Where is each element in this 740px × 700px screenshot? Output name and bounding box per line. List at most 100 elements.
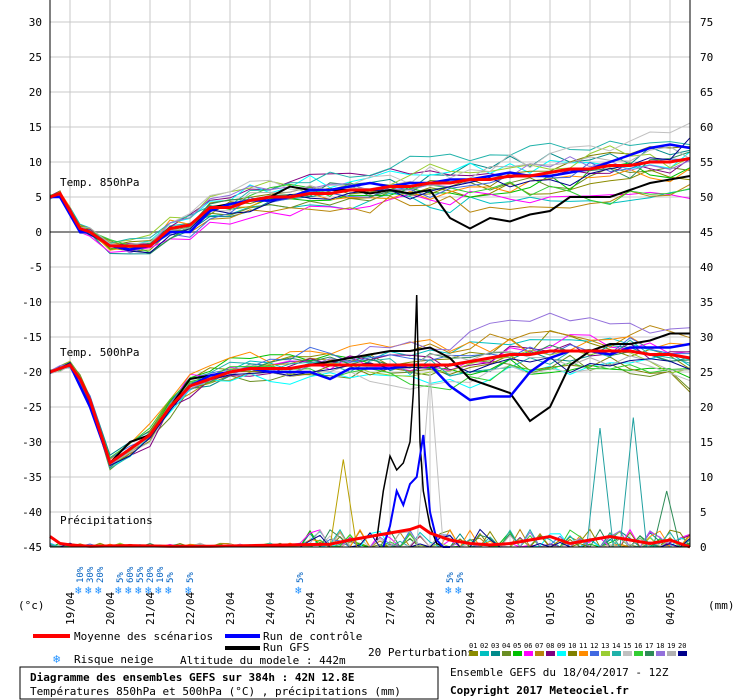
x-date-tick-label: 24/04 <box>264 592 277 625</box>
x-date-tick-label: 01/05 <box>544 592 557 625</box>
y-left-tick-label: -40 <box>22 506 42 519</box>
copyright-label: Copyright 2017 Meteociel.fr <box>450 684 629 697</box>
t500-label: Temp. 500hPa <box>60 346 139 359</box>
t850-mean-line <box>49 157 691 248</box>
x-date-tick-label: 26/04 <box>344 592 357 625</box>
perturbation-number: 16 <box>634 642 642 650</box>
snow-risk-pct: 5% <box>456 572 466 583</box>
y-left-tick-label: -20 <box>22 366 42 379</box>
ensemble-run-label: Ensemble GEFS du 18/04/2017 - 12Z <box>450 666 669 679</box>
y-right-tick-label: 35 <box>700 296 713 309</box>
perturbation-number: 08 <box>546 642 554 650</box>
snowflake-icon: ❄ <box>145 584 152 597</box>
snow-risk-pct: 5% <box>186 572 196 583</box>
snowflake-icon: ❄ <box>115 584 122 597</box>
y-left-tick-label: -25 <box>22 401 42 414</box>
perturbation-line <box>49 342 691 468</box>
legend-gfs-label: Run GFS <box>263 641 309 654</box>
perturbation-swatch <box>480 651 489 656</box>
snowflake-icon: ❄ <box>185 584 192 597</box>
y-left-tick-label: -30 <box>22 436 42 449</box>
x-date-tick-label: 03/05 <box>624 592 637 625</box>
snowflake-icon: ❄ <box>85 584 92 597</box>
perturbation-color-legend: 01 02 03 04 05 06 07 08 09 10 11 12 13 14 15 16 17 18 19 20 <box>469 642 687 656</box>
x-date-tick-label: 22/04 <box>184 592 197 625</box>
perturbation-number: 09 <box>557 642 565 650</box>
snowflake-icon: ❄ <box>95 584 102 597</box>
y-left-tick-label: 10 <box>29 156 42 169</box>
snow-legend: ❄ Risque neige <box>53 652 153 666</box>
y-left-tick-label: 25 <box>29 51 42 64</box>
perturbation-swatch <box>524 651 533 656</box>
snow-risk-pct: 10% <box>76 566 86 583</box>
perturbation-number: 06 <box>524 642 532 650</box>
y-right-tick-label: 45 <box>700 226 713 239</box>
perturbation-number: 17 <box>645 642 653 650</box>
x-date-tick-label: 02/05 <box>584 592 597 625</box>
perturbation-number: 04 <box>502 642 510 650</box>
perturbation-number: 15 <box>623 642 631 650</box>
perturbation-swatch <box>491 651 500 656</box>
perturbation-line <box>49 181 691 253</box>
perturbation-line <box>49 353 691 468</box>
perturbation-line <box>49 122 691 248</box>
legend-perturb-label: 20 Perturbations <box>368 646 474 659</box>
precip-spike-line <box>586 427 614 548</box>
perturbation-line <box>49 145 691 244</box>
perturbation-swatch <box>678 651 687 656</box>
snow-risk-pct: 30% <box>86 566 96 583</box>
perturbation-swatch <box>667 651 676 656</box>
perturbation-number: 14 <box>612 642 620 650</box>
y-left-tick-label: -15 <box>22 331 42 344</box>
right-unit-label: (mm) <box>708 599 735 612</box>
perturbation-number: 02 <box>480 642 488 650</box>
perturbation-number: 12 <box>590 642 598 650</box>
legend-snow-label: Risque neige <box>74 653 153 666</box>
main-series-lines <box>49 143 691 549</box>
y-right-tick-label: 60 <box>700 121 713 134</box>
y-right-tick-label: 20 <box>700 401 713 414</box>
perturbation-line <box>49 140 691 244</box>
perturbation-swatch <box>601 651 610 656</box>
perturbation-swatch <box>612 651 621 656</box>
y-left-tick-label: 20 <box>29 86 42 99</box>
y-right-tick-label: 55 <box>700 156 713 169</box>
precip-gfs-line <box>375 294 444 548</box>
snow-risk-pct: 5% <box>446 572 456 583</box>
ensemble-perturbation-lines <box>49 122 691 548</box>
y-left-tick-label: 15 <box>29 121 42 134</box>
y-right-tick-label: 15 <box>700 436 713 449</box>
snow-risk-markers: 10%❄30%❄20%❄5%❄60%❄55%❄20%❄10%❄5%❄5%❄5%❄… <box>75 566 466 597</box>
x-date-tick-label: 25/04 <box>304 592 317 625</box>
perturbation-swatch <box>535 651 544 656</box>
snow-risk-pct: 20% <box>96 566 106 583</box>
y-right-tick-label: 65 <box>700 86 713 99</box>
perturbation-number: 11 <box>579 642 587 650</box>
precip-mean-line <box>49 524 691 549</box>
perturbation-line <box>49 359 691 464</box>
y-right-tick-label: 75 <box>700 16 713 29</box>
y-left-tick-label: -35 <box>22 471 42 484</box>
perturbation-number: 10 <box>568 642 576 650</box>
perturbation-number: 18 <box>656 642 664 650</box>
snowflake-icon: ❄ <box>53 652 60 666</box>
y-left-tick-label: 5 <box>35 191 42 204</box>
perturbation-swatch <box>656 651 665 656</box>
x-date-tick-label: 20/04 <box>104 592 117 625</box>
x-date-tick-label: 27/04 <box>384 592 397 625</box>
snow-risk-pct: 20% <box>146 566 156 583</box>
snow-risk-pct: 5% <box>166 572 176 583</box>
snow-risk-pct: 10% <box>156 566 166 583</box>
snowflake-icon: ❄ <box>165 584 172 597</box>
y-right-tick-label: 30 <box>700 331 713 344</box>
perturbation-swatch <box>634 651 643 656</box>
snow-risk-pct: 55% <box>136 566 146 583</box>
perturbation-number: 13 <box>601 642 609 650</box>
x-date-tick-label: 19/04 <box>64 592 77 625</box>
snowflake-icon: ❄ <box>75 584 82 597</box>
perturbation-swatch <box>590 651 599 656</box>
perturbation-swatch <box>513 651 522 656</box>
perturbation-number: 01 <box>469 642 477 650</box>
y-right-tick-label: 70 <box>700 51 713 64</box>
